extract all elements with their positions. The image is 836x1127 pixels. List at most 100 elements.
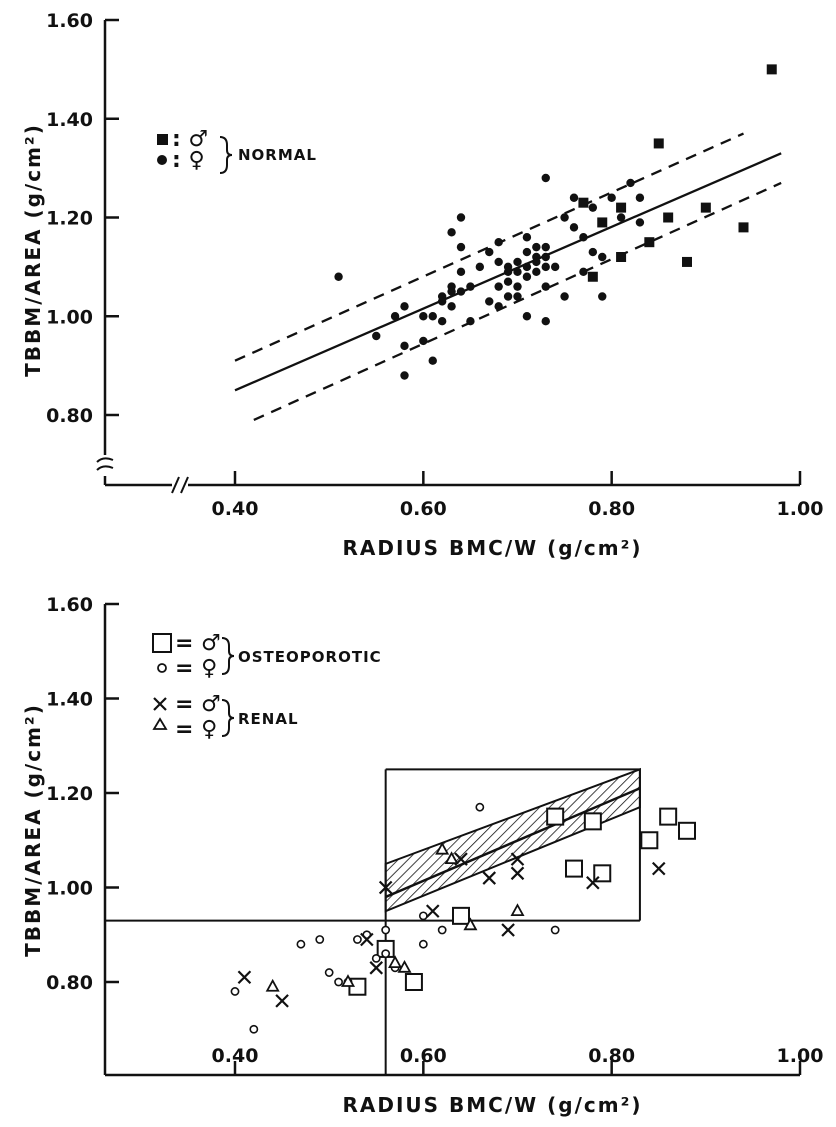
data-point-open-square <box>452 906 470 925</box>
data-point-x <box>501 923 515 937</box>
data-point-circle <box>447 302 456 311</box>
x-tick-label: 0.60 <box>400 498 447 520</box>
confidence-line <box>253 181 782 421</box>
data-point-x <box>369 961 384 975</box>
data-point-open-circle <box>550 925 560 935</box>
y-tick-label: 1.00 <box>46 306 93 328</box>
legend-text: = ♂ <box>175 631 221 656</box>
axes: 0.80 1.00 1.20 1.40 1.60 0.40 0.60 0.80 1.00 RADI… <box>21 10 823 560</box>
data-point-circle <box>635 218 645 227</box>
data-point-circle <box>560 213 569 222</box>
data-point-open-circle <box>381 925 391 935</box>
data-point-open-circle <box>371 953 381 963</box>
data-point-x <box>510 866 525 881</box>
legend-brace <box>221 637 235 675</box>
data-point-square <box>616 252 627 262</box>
data-point-circle <box>569 223 579 232</box>
legend: = ♂= ♀ OSTEOPOROTIC= ♂= ♀ RENAL <box>152 631 381 742</box>
data-point-x <box>360 932 374 947</box>
data-point-circle <box>579 267 588 277</box>
data-point-circle <box>485 297 494 306</box>
data-point-circle <box>494 282 503 291</box>
data-point-circle <box>532 257 541 267</box>
data-point-circle <box>569 193 579 202</box>
data-point-square <box>644 237 655 248</box>
data-point-circle <box>588 203 598 212</box>
data-point-circle <box>494 257 503 267</box>
y-tick-label: 0.80 <box>46 972 93 994</box>
y-tick-label: 1.60 <box>46 10 93 32</box>
data-point-x <box>651 861 666 876</box>
data-point-x <box>510 852 525 866</box>
data-point-circle <box>390 312 400 321</box>
data-point-circle <box>437 297 447 306</box>
data-point-circle <box>494 237 503 247</box>
x-tick-label: 0.80 <box>588 1045 635 1067</box>
normal-regression-line <box>385 787 641 899</box>
data-point-circle <box>598 292 607 301</box>
data-point-open-square <box>659 807 678 826</box>
data-point-circle <box>400 341 409 351</box>
data-point-x <box>378 880 393 895</box>
legend-brace <box>219 136 233 174</box>
data-point-circle <box>503 277 513 286</box>
data-point-circle <box>447 287 456 296</box>
data-point-circle <box>428 356 437 365</box>
data-point-circle <box>522 312 532 321</box>
data-point-circle <box>400 371 409 380</box>
data-point-circle <box>550 262 560 272</box>
series-filled-circle <box>334 173 645 380</box>
y-tick-label: 0.80 <box>46 405 93 427</box>
legend-text: : ♂ <box>172 127 208 152</box>
y-axis-label: TBBM/AREA (g/cm²) <box>21 123 45 377</box>
data-point-circle <box>560 292 569 301</box>
data-point-open-square <box>640 831 659 850</box>
data-point-circle <box>456 213 466 222</box>
legend-group-label: NORMAL <box>238 146 317 164</box>
data-point-circle <box>598 252 607 262</box>
y-axis-label: TBBM/AREA (g/cm²) <box>21 703 45 957</box>
data-point-circle <box>522 272 532 281</box>
data-point-circle <box>626 178 635 188</box>
data-point-circle <box>456 267 466 277</box>
data-point-square <box>616 202 627 213</box>
data-point-x <box>586 875 600 890</box>
x-axis-break <box>171 476 189 494</box>
data-point-circle <box>541 282 550 291</box>
data-point-square <box>653 138 664 149</box>
data-point-open-square <box>546 807 565 826</box>
legend-group-label: RENAL <box>238 710 299 728</box>
x-tick-label: 0.60 <box>400 1045 447 1067</box>
y-tick-label: 1.00 <box>46 878 93 900</box>
data-point-x <box>237 970 252 985</box>
data-point-circle <box>616 213 626 222</box>
legend-text: = ♀ <box>175 656 217 681</box>
data-point-triangle <box>444 851 459 865</box>
data-point-square <box>766 64 777 75</box>
legend-triangle-icon <box>152 717 168 730</box>
axes: 0.80 1.00 1.20 1.40 1.60 0.40 0.60 0.80 1.00 RADI… <box>21 594 823 1117</box>
data-point-open-circle <box>249 1024 259 1034</box>
data-point-circle <box>503 292 513 301</box>
data-point-circle <box>541 262 550 272</box>
data-point-open-square <box>678 821 696 840</box>
y-tick-label: 1.40 <box>46 109 93 131</box>
legend-brace <box>221 699 235 737</box>
data-point-circle <box>579 233 588 242</box>
data-point-circle <box>466 316 475 326</box>
y-tick-label: 1.60 <box>46 594 93 616</box>
y-tick-label: 1.20 <box>46 208 93 230</box>
data-point-circle <box>485 247 494 257</box>
legend-text: : ♀ <box>172 148 205 173</box>
data-point-circle <box>503 267 513 277</box>
data-point-square <box>682 256 692 267</box>
data-point-circle <box>334 272 343 281</box>
data-point-open-circle <box>230 987 240 996</box>
data-point-x <box>275 994 289 1008</box>
legend-text: = ♀ <box>175 717 217 742</box>
data-point-circle <box>400 302 409 311</box>
y-axis-break <box>96 457 114 471</box>
y-tick-label: 1.40 <box>46 689 93 711</box>
data-point-circle <box>588 247 598 257</box>
data-point-circle <box>522 262 532 272</box>
